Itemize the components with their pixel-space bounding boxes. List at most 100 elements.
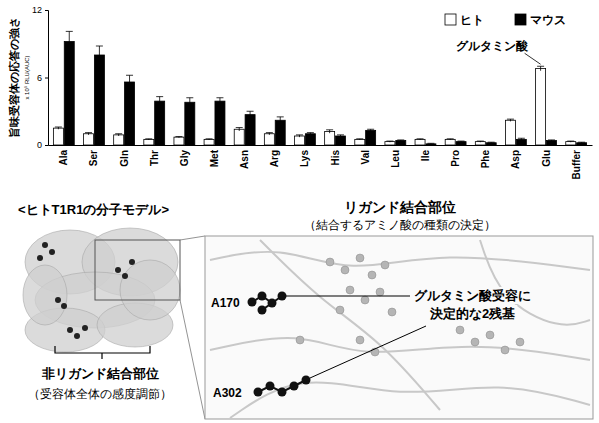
error-bar [216,98,223,105]
x-tick: Val [360,145,371,164]
annotation: グルタミン酸 [456,39,529,53]
bar [426,144,436,145]
bar [275,120,285,145]
residue-label: A302 [213,386,242,400]
bar [475,142,485,145]
error-bar [447,139,454,140]
atom [486,331,494,339]
x-tick: Buffer [571,145,582,179]
error-bar [156,97,163,106]
atom [61,303,67,309]
error-bar [356,139,363,140]
x-tick-label: Pro [450,150,461,167]
error-bar [247,111,254,118]
bar [486,143,496,145]
x-tick: Phe [480,145,491,168]
atom [290,382,299,391]
y-tick-mark [45,10,48,11]
x-tick: Ser [88,145,99,166]
note-ground [427,305,517,322]
atom [278,388,287,397]
y-tick-label: 0 [37,140,42,150]
x-tick: Gly [179,145,190,166]
error-bar [337,135,344,137]
atom [302,376,311,385]
bar [114,135,124,145]
y-tick: 0 [37,140,48,150]
atom [368,271,376,279]
non-ligand-subtitle: （受容体全体の感度調節） [28,387,172,401]
y-tick-mark [45,145,48,146]
x-tick-label: Ile [420,150,431,162]
atom [388,308,396,316]
atom [296,336,304,344]
error-bar [175,137,182,138]
x-tick: Asp [510,145,521,169]
key-residue-note: グルタミン酸受容に [414,288,531,303]
zoom-line [180,300,205,419]
bar [94,55,104,145]
zoom-region [95,240,180,300]
bar [415,139,425,145]
error-bar [296,135,303,137]
y-axis-line [45,11,49,146]
y-tick-mark [45,78,48,79]
atom [258,292,267,301]
atom [516,338,524,346]
bar [264,134,274,145]
error-bar [186,98,193,107]
error-bar [537,66,544,71]
non-ligand-title: 非リガンド結合部位 [41,366,159,381]
atom [456,326,464,334]
ligand-subtitle: （結合するアミノ酸の種類の決定） [304,218,496,232]
legend-label: ヒト [460,13,484,27]
ligand-title: リガンド結合部位 [344,199,456,215]
bracket [55,346,150,359]
error-bar [386,141,393,142]
plot-area [53,31,586,145]
bar [84,134,94,145]
x-tick-label: Asn [239,150,250,169]
bar [215,101,225,145]
x-tick: Gln [119,145,130,167]
atom [67,327,73,333]
error-bar [397,140,404,141]
bar [577,143,587,145]
atom [381,261,389,269]
bar [355,139,365,145]
legend-label: マウス [530,13,566,27]
atom [42,242,48,248]
error-bar [458,141,465,142]
x-tick-label: Leu [390,150,401,168]
bar [53,128,63,145]
bar [234,129,244,145]
bar [566,142,576,145]
legend-swatch [515,14,526,25]
legend-swatch [445,14,456,25]
y-tick: 6 [37,73,48,83]
error-bar [145,139,152,140]
atom [356,254,364,262]
error-bar [548,140,555,141]
x-tick-label: Lys [299,150,310,167]
ribbon [210,252,590,270]
x-tick: Ile [420,145,431,161]
x-tick: Ala [58,145,69,166]
atom [55,297,61,303]
note-ground [412,287,533,304]
bar [144,139,154,145]
atom [49,249,55,255]
surface-lobe [23,265,67,325]
x-tick-label: His [330,150,341,166]
x-tick-label: Ala [58,150,69,166]
legend: ヒト マウス [445,13,566,27]
bar [125,82,135,145]
ribbon [260,240,440,410]
bar [305,134,315,145]
x-axis-line [49,145,593,146]
bar [174,137,184,145]
x-tick-label: Phe [480,150,491,169]
ribbon [210,338,590,360]
x-tick: His [330,145,341,166]
atom [326,258,334,266]
